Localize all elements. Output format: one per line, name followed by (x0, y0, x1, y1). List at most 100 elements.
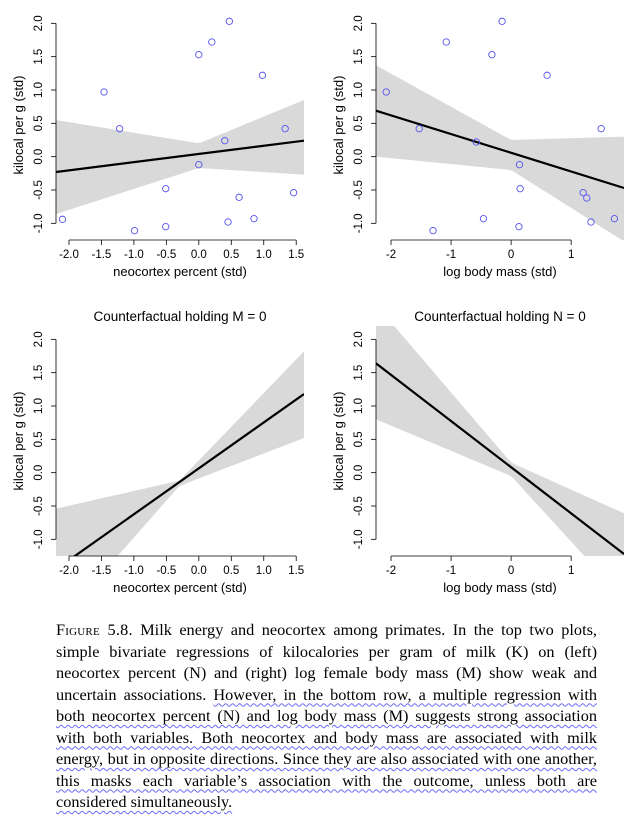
y-tick-label: 0.0 (353, 465, 365, 481)
data-point (224, 218, 232, 226)
x-tick-label: -0.5 (156, 249, 176, 261)
y-tick-label: 0.5 (353, 431, 365, 447)
data-point (208, 38, 216, 46)
confidence-band (376, 326, 624, 556)
data-point (195, 161, 203, 169)
y-tick-label: -0.5 (33, 180, 45, 200)
y-tick-label: -1.0 (353, 529, 365, 549)
x-tick-label: -1.5 (92, 249, 112, 261)
y-tick-label: -1.0 (33, 529, 45, 549)
x-tick-label: -1.0 (124, 249, 144, 261)
x-tick-label: -2.0 (59, 565, 79, 577)
data-point (587, 218, 595, 226)
data-point (382, 88, 390, 96)
data-point (515, 161, 524, 169)
x-tick-label: -0.5 (156, 565, 176, 577)
x-tick-label: 0.0 (191, 565, 207, 577)
x-tick-label: 0.5 (223, 249, 239, 261)
data-point (130, 227, 139, 235)
caption-underlined-text: However, in the bottom row, a multiple r… (56, 684, 597, 812)
x-tick-label: -1.0 (124, 565, 144, 577)
y-tick-label: 0.5 (33, 115, 45, 131)
data-point (281, 125, 289, 133)
data-point (258, 71, 267, 79)
data-point (579, 189, 587, 197)
y-tick-label: 2.0 (353, 331, 365, 347)
data-point (610, 215, 619, 223)
y-tick-label: 1.0 (33, 398, 45, 414)
data-point (429, 227, 437, 235)
data-point (162, 223, 170, 231)
x-tick-label: -1 (446, 249, 456, 261)
y-tick-label: 0.0 (353, 149, 365, 165)
data-point (543, 71, 551, 79)
data-point (498, 17, 506, 25)
y-tick-label: -0.5 (33, 496, 45, 516)
plot-area (376, 326, 624, 556)
panel-title: Counterfactual holding N = 0 (414, 309, 586, 324)
plot-area (56, 351, 304, 556)
x-axis-title: log body mass (std) (443, 264, 556, 279)
x-tick-label: -1 (446, 565, 456, 577)
plot-area (376, 17, 624, 240)
data-point (472, 138, 480, 146)
x-tick-label: 0 (508, 249, 514, 261)
data-point (235, 193, 243, 201)
y-tick-label: 1.5 (353, 49, 365, 65)
x-tick-label: 0 (508, 565, 514, 577)
data-point (583, 194, 591, 202)
y-tick-label: 1.5 (33, 365, 45, 381)
y-tick-label: 0.0 (33, 149, 45, 165)
data-point (415, 125, 423, 133)
figure-label: Figure 5.8. (56, 620, 133, 639)
panel-title: Counterfactual holding M = 0 (94, 309, 267, 324)
x-axis-title: neocortex percent (std) (113, 264, 247, 279)
y-axis-title: kilocal per g (std) (331, 392, 346, 491)
y-tick-label: 0.5 (33, 431, 45, 447)
x-axis-title: neocortex percent (std) (113, 580, 247, 595)
data-point (516, 185, 524, 193)
y-tick-label: -0.5 (353, 180, 365, 200)
y-tick-label: 1.0 (33, 82, 45, 98)
y-tick-label: 1.0 (353, 82, 365, 98)
chart-panel-3: -2.0 -1.5 -1.0 -0.5 0.0 0.5 1.0 1.5 -1.0 -0.5 0.0 0… (11, 309, 304, 595)
y-axis-title: kilocal per g (std) (331, 76, 346, 175)
data-point (250, 215, 258, 223)
data-point (162, 185, 170, 193)
y-tick-label: 1.0 (353, 398, 365, 414)
data-point (488, 51, 496, 59)
y-axis-title: kilocal per g (std) (11, 392, 26, 491)
regression-line (56, 139, 304, 174)
y-tick-label: 1.5 (353, 365, 365, 381)
figure-caption: Figure 5.8. Milk energy and neocortex am… (56, 619, 597, 813)
x-tick-label: -2.0 (59, 249, 79, 261)
x-tick-label: 1.5 (288, 249, 304, 261)
figure-panels: -2.0 -1.5 -1.0 -0.5 0.0 0.5 1.0 1.5 -1.0 -0.5 0.0 0… (11, 15, 624, 595)
regression-line (376, 109, 624, 190)
data-point (221, 137, 229, 145)
x-tick-label: -1.5 (92, 565, 112, 577)
data-point (195, 51, 203, 59)
y-tick-label: 0.0 (33, 465, 45, 481)
y-axis-title: kilocal per g (std) (11, 76, 26, 175)
caption-lead-text: Milk energy and neocortex among primates… (56, 620, 597, 704)
data-point (289, 189, 298, 197)
y-tick-label: 2.0 (33, 15, 45, 31)
regression-line (72, 393, 304, 556)
data-point (100, 88, 108, 96)
x-axis-title: log body mass (std) (443, 580, 556, 595)
x-tick-label: 1.0 (256, 565, 272, 577)
x-tick-label: 1.5 (288, 565, 304, 577)
data-point (515, 223, 523, 231)
confidence-band (376, 65, 624, 240)
y-tick-label: 2.0 (33, 331, 45, 347)
y-tick-label: -1.0 (353, 213, 365, 233)
chart-panel-2: -2 -1 0 1 -1.0 -0.5 0.0 0.5 1.0 1.5 2.0 log body ma… (331, 15, 624, 279)
y-tick-label: -1.0 (33, 213, 45, 233)
data-point (58, 215, 67, 223)
x-tick-label: 1 (568, 565, 574, 577)
data-point (442, 38, 450, 46)
chart-panel-1: -2.0 -1.5 -1.0 -0.5 0.0 0.5 1.0 1.5 -1.0 -0.5 0.0 0… (11, 15, 304, 279)
y-tick-label: 2.0 (353, 15, 365, 31)
x-tick-label: -2 (386, 249, 396, 261)
